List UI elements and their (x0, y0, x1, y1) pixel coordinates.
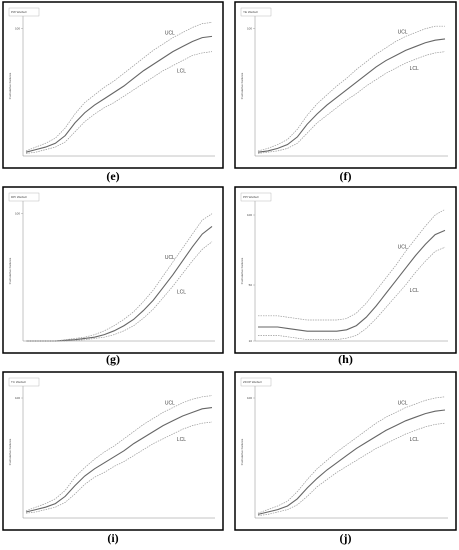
annotation: LCL (177, 69, 186, 75)
legend-box (8, 7, 40, 17)
annotation: LCL (410, 288, 419, 294)
y-axis-label: Cumulative Failures (8, 438, 12, 465)
annotation: LCL (410, 66, 419, 72)
annotation: UCL (398, 29, 408, 35)
panel-frame (234, 186, 457, 354)
estimate-line (26, 226, 213, 342)
chart-title: DPI Weibull (11, 195, 27, 199)
y-tick-label: 10 (249, 339, 253, 343)
y-axis-label: Cumulative Failures (8, 72, 12, 99)
legend-box (240, 377, 272, 387)
bound-line (26, 213, 213, 342)
estimate-line (257, 38, 446, 153)
chart-title: YE Weibull (243, 10, 258, 14)
bound-line (25, 51, 213, 154)
y-tick-label: 100 (247, 396, 252, 400)
annotation: UCL (165, 31, 175, 37)
legend-box (240, 192, 272, 202)
caption: (j) (340, 531, 352, 545)
panel-frame (234, 371, 457, 531)
y-axis-label: Cumulative Failures (240, 257, 244, 284)
legend-box (240, 7, 272, 17)
legend-box (8, 192, 40, 202)
caption: (g) (106, 352, 120, 366)
y-tick-label: 100 (15, 27, 20, 31)
annotation: LCL (177, 289, 186, 295)
bound-line (25, 22, 213, 152)
y-tick-label: 100 (15, 212, 20, 216)
chart-title: PPI Weibull (243, 195, 259, 199)
estimate-line (25, 407, 213, 513)
annotation: LCL (410, 437, 419, 443)
caption: (e) (106, 169, 119, 183)
annotation: UCL (398, 244, 408, 250)
chart-title: TC Weibull (11, 380, 26, 384)
bound-line (257, 396, 446, 514)
annotation: UCL (165, 255, 175, 261)
y-tick-label: 50 (249, 283, 253, 287)
estimate-line (258, 229, 446, 332)
bound-line (258, 209, 446, 321)
bound-line (257, 51, 446, 154)
bound-line (26, 241, 213, 342)
chart-title: PW Weibull (11, 10, 27, 14)
y-tick-label: 100 (247, 213, 252, 217)
legend-box (8, 377, 40, 387)
bound-line (25, 395, 213, 512)
y-tick-label: 100 (247, 27, 252, 31)
y-tick-label: 100 (15, 396, 20, 400)
chart-title: ZFOP Weibull (243, 380, 262, 384)
estimate-line (257, 409, 446, 515)
panel-frame (2, 371, 224, 531)
bound-line (25, 421, 213, 514)
annotation: LCL (177, 437, 186, 443)
y-axis-label: Cumulative Failures (8, 257, 12, 284)
bound-line (258, 246, 446, 340)
y-axis-label: Cumulative Failures (240, 72, 244, 99)
bound-line (257, 25, 445, 152)
panel-frame (2, 186, 224, 354)
annotation: UCL (398, 401, 408, 407)
caption: (f) (340, 169, 352, 183)
panel-frame (234, 1, 457, 169)
caption: (i) (107, 531, 118, 545)
caption: (h) (338, 352, 353, 366)
y-axis-label: Cumulative Failures (240, 438, 244, 465)
panel-frame (2, 1, 224, 169)
estimate-line (25, 35, 213, 153)
annotation: UCL (165, 401, 175, 407)
